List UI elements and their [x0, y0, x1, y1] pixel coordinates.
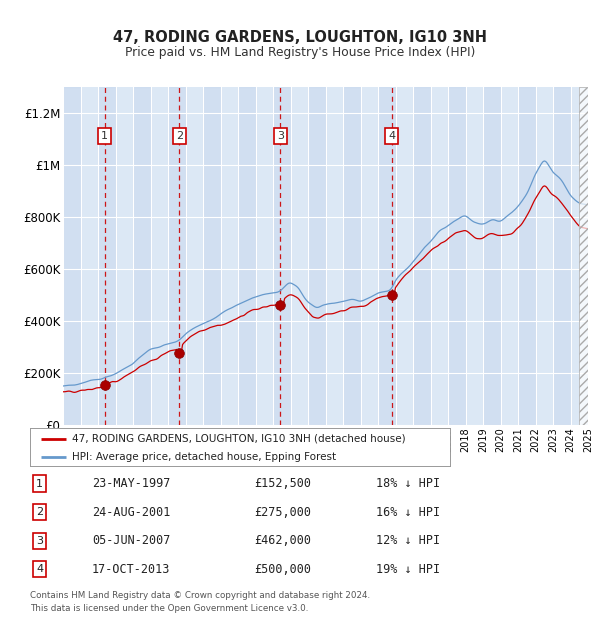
- Bar: [343, 87, 361, 425]
- Bar: [308, 87, 325, 425]
- Bar: [378, 87, 395, 425]
- Bar: [273, 87, 290, 425]
- Text: 17-OCT-2013: 17-OCT-2013: [92, 563, 170, 575]
- Bar: [203, 87, 221, 425]
- Text: £462,000: £462,000: [254, 534, 311, 547]
- Text: 2: 2: [176, 131, 183, 141]
- Text: HPI: Average price, detached house, Epping Forest: HPI: Average price, detached house, Eppi…: [72, 451, 336, 462]
- Text: £500,000: £500,000: [254, 563, 311, 575]
- Text: 1: 1: [36, 479, 43, 489]
- Text: 1: 1: [101, 131, 108, 141]
- Text: 2: 2: [36, 507, 43, 517]
- Text: 12% ↓ HPI: 12% ↓ HPI: [376, 534, 440, 547]
- Bar: [553, 87, 571, 425]
- Bar: [579, 87, 588, 425]
- Text: 47, RODING GARDENS, LOUGHTON, IG10 3NH (detached house): 47, RODING GARDENS, LOUGHTON, IG10 3NH (…: [72, 433, 406, 443]
- Bar: [413, 87, 431, 425]
- Text: 05-JUN-2007: 05-JUN-2007: [92, 534, 170, 547]
- Bar: [168, 87, 185, 425]
- Text: £152,500: £152,500: [254, 477, 311, 490]
- Bar: [448, 87, 466, 425]
- Text: 47, RODING GARDENS, LOUGHTON, IG10 3NH: 47, RODING GARDENS, LOUGHTON, IG10 3NH: [113, 30, 487, 45]
- Text: Price paid vs. HM Land Registry's House Price Index (HPI): Price paid vs. HM Land Registry's House …: [125, 46, 475, 58]
- Text: Contains HM Land Registry data © Crown copyright and database right 2024.
This d: Contains HM Land Registry data © Crown c…: [30, 591, 370, 613]
- Text: £275,000: £275,000: [254, 506, 311, 518]
- Bar: [483, 87, 500, 425]
- Bar: [579, 87, 588, 425]
- Text: 4: 4: [36, 564, 43, 574]
- Text: 23-MAY-1997: 23-MAY-1997: [92, 477, 170, 490]
- Bar: [133, 87, 151, 425]
- Text: 24-AUG-2001: 24-AUG-2001: [92, 506, 170, 518]
- Bar: [63, 87, 80, 425]
- Text: 18% ↓ HPI: 18% ↓ HPI: [376, 477, 440, 490]
- Text: 19% ↓ HPI: 19% ↓ HPI: [376, 563, 440, 575]
- Text: 16% ↓ HPI: 16% ↓ HPI: [376, 506, 440, 518]
- Bar: [238, 87, 256, 425]
- Bar: [518, 87, 536, 425]
- Bar: [98, 87, 115, 425]
- Text: 4: 4: [388, 131, 395, 141]
- Text: 3: 3: [277, 131, 284, 141]
- Text: 3: 3: [36, 536, 43, 546]
